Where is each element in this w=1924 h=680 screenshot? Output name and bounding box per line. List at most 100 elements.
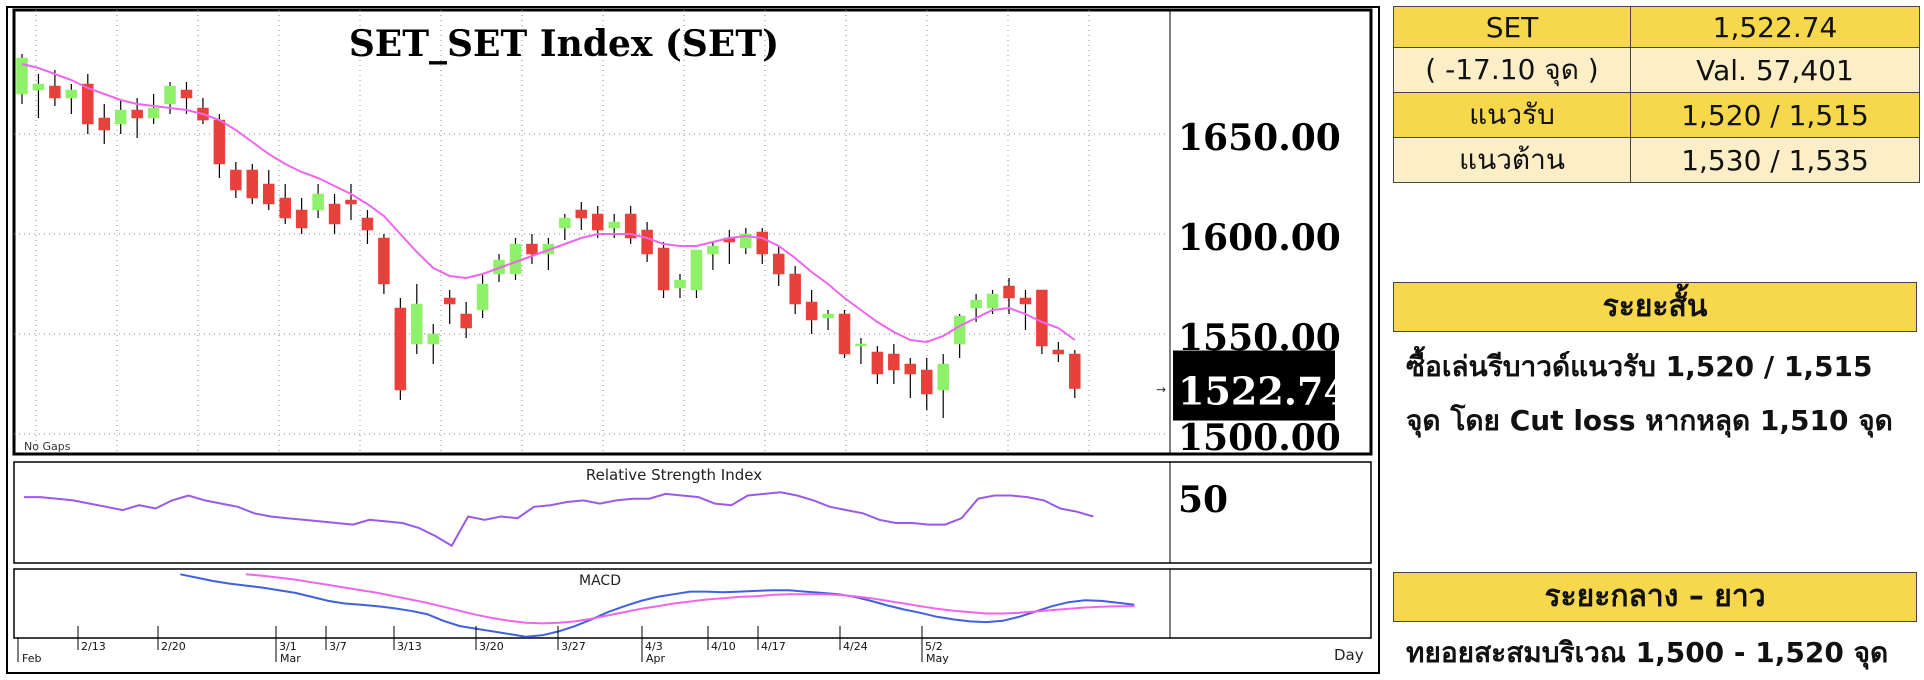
info-table: SET 1,522.74 ( -17.10 จุด ) Val. 57,401 … (1393, 6, 1920, 183)
info-support-label: แนวรับ (1393, 92, 1631, 138)
candle-body (180, 89, 193, 99)
candle-body (690, 249, 703, 291)
last-price-label: 1522.74 (1178, 369, 1350, 414)
candle-body (986, 293, 999, 309)
candle-body (921, 369, 933, 395)
chart-title: SET_SET Index (SET) (349, 23, 779, 65)
candle-body (855, 343, 867, 347)
candle-body (707, 245, 719, 255)
candle-body (164, 85, 176, 105)
candle-body (575, 209, 588, 219)
candle-body (1003, 285, 1015, 299)
rsi-level-label: 50 (1178, 479, 1228, 521)
candle-body (295, 209, 308, 229)
info-support-value: 1,520 / 1,515 (1630, 92, 1920, 138)
rsi-title: Relative Strength Index (586, 466, 762, 484)
x-tick-label: 3/13 (397, 640, 422, 653)
info-resistance-label: แนวต้าน (1393, 137, 1631, 183)
info-row-set: SET 1,522.74 (1393, 6, 1920, 48)
x-tick-label: 4/24 (843, 640, 868, 653)
candle-body (131, 109, 143, 119)
info-resistance-value: 1,530 / 1,535 (1630, 137, 1920, 183)
x-tick-label: 3/27 (561, 640, 586, 653)
candle-body (82, 83, 94, 125)
candle-body (641, 229, 653, 255)
x-tick-label: 4/17 (761, 640, 786, 653)
candle-body (394, 307, 407, 391)
candle-body (328, 203, 341, 225)
candle-body (953, 315, 966, 345)
candle-body (608, 221, 620, 229)
candle-body (756, 231, 768, 255)
candle-body (559, 217, 571, 229)
candle-body (312, 193, 324, 211)
info-row-resistance: แนวต้าน 1,530 / 1,535 (1393, 137, 1920, 183)
x-tick-label: 3/20 (479, 640, 504, 653)
candle-body (114, 109, 127, 125)
macd-signal-line (245, 573, 1135, 625)
info-change: ( -17.10 จุด ) (1393, 47, 1631, 93)
candle-body (657, 247, 670, 291)
x-tick-label: 5/2 (925, 640, 943, 653)
long-term-heading: ระยะกลาง – ยาว (1393, 572, 1917, 622)
candle-body (427, 333, 439, 345)
candle-body (147, 107, 160, 119)
candle-body (16, 57, 28, 95)
candle-body (772, 253, 785, 275)
month-label: May (926, 652, 949, 665)
candle-body (263, 183, 275, 205)
rsi-line (24, 491, 1094, 548)
short-term-line-1: ซื้อเล่นรีบาวด์แนวรับ 1,520 / 1,515 (1406, 350, 1873, 383)
candle-body (789, 273, 801, 305)
last-price-pointer: → (1156, 383, 1166, 397)
candle-body (1052, 349, 1065, 355)
moving-average-line (21, 63, 1076, 344)
x-tick-label: 4/3 (645, 640, 663, 653)
candle-body (411, 303, 423, 345)
candle-body (65, 89, 78, 99)
candle-body (526, 243, 538, 255)
candle-body (970, 299, 982, 309)
candle-body (361, 217, 374, 231)
y-tick-label: 1600.00 (1178, 217, 1341, 259)
chart-frame (6, 6, 1380, 674)
candle-body (624, 213, 637, 239)
candle-body (740, 233, 752, 249)
candle-body (509, 243, 522, 275)
chart-panel: 1650.00 1600.00 1550.00 1500.00 SET_SET Inde… (6, 6, 1380, 674)
x-tick-label: 2/13 (81, 640, 106, 653)
short-term-heading: ระยะสั้น (1393, 282, 1917, 332)
candle-body (230, 169, 242, 191)
info-close: 1,522.74 (1630, 6, 1920, 48)
y-tick-label: 1650.00 (1178, 117, 1341, 159)
last-price-box (1173, 350, 1335, 421)
month-label: Mar (280, 652, 301, 665)
candle-body (904, 363, 917, 375)
candle-body (246, 169, 259, 199)
x-tick-label: 4/10 (711, 640, 736, 653)
no-gaps-label: No Gaps (24, 440, 71, 453)
candle-body (805, 301, 818, 321)
month-label: Feb (22, 652, 41, 665)
rsi-panel-frame (13, 461, 1372, 564)
info-row-support: แนวรับ 1,520 / 1,515 (1393, 92, 1920, 138)
candle-body (1019, 297, 1032, 305)
candle-body (1069, 353, 1081, 389)
short-term-line-2: จุด โดย Cut loss หากหลุด 1,510 จุด (1406, 404, 1893, 437)
macd-line (180, 573, 1135, 638)
candle-body (213, 119, 226, 165)
candle-body (476, 283, 489, 311)
macd-title: MACD (579, 573, 621, 589)
candle-body (592, 213, 604, 231)
x-tick-label: 2/20 (161, 640, 186, 653)
x-tick-label: 3/7 (329, 640, 347, 653)
candle-body (838, 313, 851, 355)
info-row-change: ( -17.10 จุด ) Val. 57,401 (1393, 47, 1920, 93)
candle-body (937, 363, 949, 391)
y-tick-label: 1500.00 (1178, 417, 1341, 459)
month-label: Apr (646, 652, 666, 665)
candle-body (32, 83, 45, 91)
candle-body (98, 117, 110, 131)
x-axis-label: Day (1334, 646, 1364, 664)
candle-body (443, 297, 456, 305)
